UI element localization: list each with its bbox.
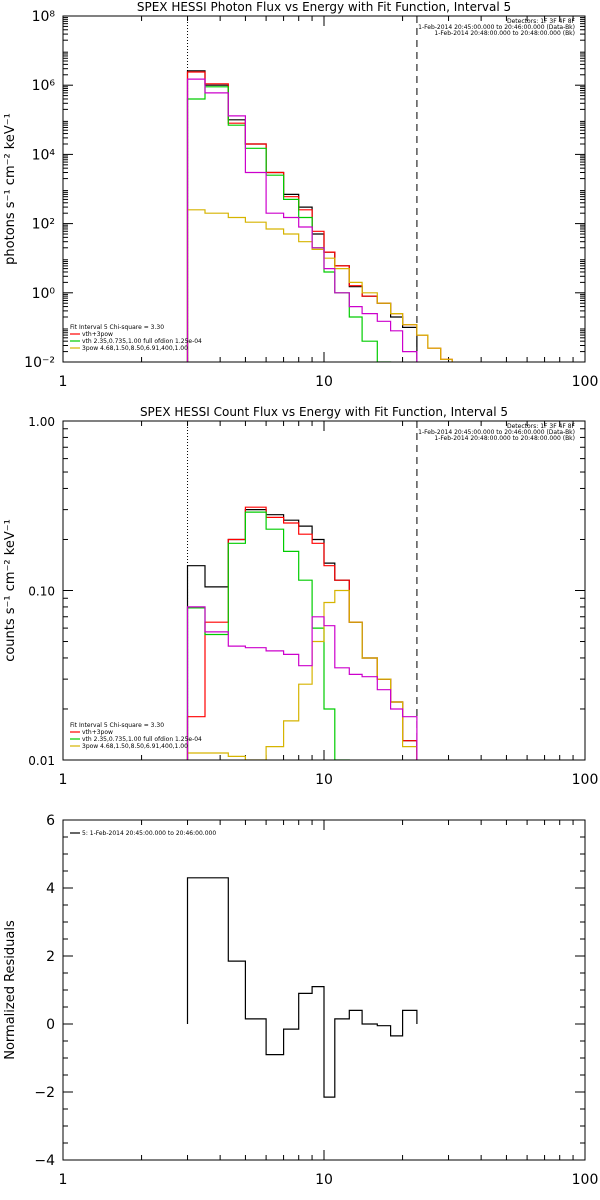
plot-frame <box>62 15 586 363</box>
legend-entry: vth+3pow <box>82 729 113 736</box>
x-tick-label: 100 <box>572 1172 599 1188</box>
y-tick-label: 10⁴ <box>32 147 56 163</box>
chart-title: SPEX HESSI Photon Flux vs Energy with Fi… <box>137 0 511 14</box>
legend-entry: 3pow 4.68,1.50,8.50,6.91,400,1.00 <box>82 345 188 352</box>
legend-entry: 5: 1-Feb-2014 20:45:00.000 to 20:46:00.0… <box>82 830 216 837</box>
y-tick-label: 10⁻² <box>24 355 55 371</box>
header-line: Detectors: 1F 3F 4F 8F <box>507 18 576 25</box>
series-group <box>186 70 453 362</box>
series-line <box>186 71 453 362</box>
header-line: 1-Feb-2014 20:48:00.000 to 20:48:00.000 … <box>434 435 575 442</box>
x-tick-label: 1 <box>59 1172 68 1188</box>
y-axis-label: counts s⁻¹ cm⁻² keV⁻¹ <box>3 519 18 662</box>
x-tick-label: 10 <box>315 1172 333 1188</box>
y-tick-label: 10⁶ <box>32 78 56 94</box>
y-tick-label: −4 <box>34 1153 55 1169</box>
y-tick-label: 6 <box>46 813 55 829</box>
series-line <box>186 511 350 760</box>
plot-frame <box>62 819 586 1161</box>
series-line <box>186 509 418 760</box>
series-group <box>186 506 418 760</box>
x-tick-label: 10 <box>315 772 333 788</box>
chart-title: SPEX HESSI Count Flux vs Energy with Fit… <box>140 405 508 419</box>
y-tick-label: 1.00 <box>28 415 55 429</box>
header-line: 1-Feb-2014 20:45:00.000 to 20:46:00.000 … <box>418 429 575 436</box>
series-line <box>186 78 418 362</box>
header-line: Detectors: 1F 3F 4F 8F <box>507 423 576 430</box>
y-tick-label: 2 <box>46 949 55 965</box>
legend-entry: Fit Interval 5 Chi-square = 3.30 <box>70 324 164 331</box>
residuals-panel: Normalized Residuals 1 10 100 −4 −2 0 2 4 6 5: 1-F… <box>3 813 598 1188</box>
count-flux-panel: SPEX HESSI Count Flux vs Energy with Fit… <box>3 405 599 788</box>
y-axis-label: Normalized Residuals <box>3 920 18 1060</box>
series-line <box>186 606 418 760</box>
x-tick-label: 1 <box>59 772 68 788</box>
y-tick-label: −2 <box>34 1085 55 1101</box>
x-tick-label: 10 <box>315 374 333 390</box>
x-tick-label: 100 <box>572 772 599 788</box>
y-tick-label: 10⁰ <box>32 286 56 302</box>
y-tick-label: 0.01 <box>28 754 55 768</box>
y-axis-label: photons s⁻¹ cm⁻² keV⁻¹ <box>3 113 18 265</box>
series-line <box>186 86 392 362</box>
series-line <box>186 209 453 362</box>
legend-entry: vth 2.35,0.735,1.00 full ofdion 1.25e-04 <box>82 338 202 345</box>
y-tick-label: 4 <box>46 881 55 897</box>
legend-entry: vth+3pow <box>82 331 113 338</box>
x-tick-label: 1 <box>59 374 68 390</box>
legend-entry: Fit Interval 5 Chi-square = 3.30 <box>70 722 164 729</box>
y-tick-label: 0.10 <box>28 585 55 599</box>
x-tick-label: 100 <box>572 374 599 390</box>
series-line <box>186 877 418 1098</box>
series-group <box>186 877 418 1098</box>
header-line: 1-Feb-2014 20:48:00.000 to 20:48:00.000 … <box>434 30 575 37</box>
y-tick-label: 10⁸ <box>32 9 56 25</box>
series-line <box>186 589 418 760</box>
plot-frame <box>62 420 586 761</box>
photon-flux-panel: SPEX HESSI Photon Flux vs Energy with Fi… <box>3 0 598 390</box>
legend-entry: vth 2.35,0.735,1.00 full ofdion 1.25e-04 <box>82 736 202 743</box>
legend-entry: 3pow 4.68,1.50,8.50,6.91,400,1.00 <box>82 743 188 750</box>
y-tick-label: 10² <box>32 217 55 233</box>
y-tick-label: 0 <box>46 1017 55 1033</box>
header-line: 1-Feb-2014 20:45:00.000 to 20:46:00.000 … <box>418 24 575 31</box>
